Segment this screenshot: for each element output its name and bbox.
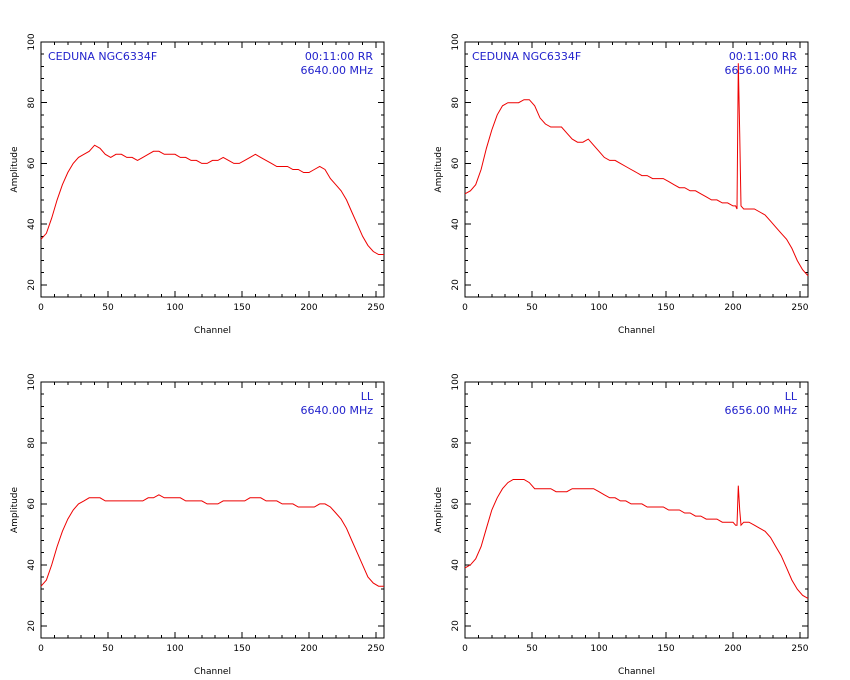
y-tick-label: 80 — [27, 437, 37, 449]
x-tick-label: 0 — [38, 644, 44, 654]
y-tick-label: 20 — [451, 620, 461, 632]
x-tick-label: 150 — [657, 303, 674, 313]
x-tick-label: 150 — [233, 644, 250, 654]
x-tick-label: 0 — [462, 303, 468, 313]
x-tick-label: 200 — [300, 303, 317, 313]
y-axis-label: Amplitude — [434, 486, 444, 533]
x-axis-label: Channel — [194, 326, 231, 336]
x-tick-label: 200 — [300, 644, 317, 654]
x-tick-label: 100 — [166, 644, 183, 654]
y-tick-label: 20 — [27, 620, 37, 632]
y-tick-label: 20 — [27, 279, 37, 291]
y-axis-label: Amplitude — [10, 146, 20, 193]
x-tick-label: 50 — [102, 303, 114, 313]
spectrum-line — [40, 494, 384, 587]
time-pol-annotation: 00:11:00 RR — [305, 50, 374, 63]
y-tick-label: 40 — [27, 559, 37, 571]
plot-frame — [40, 381, 385, 639]
frequency-annotation: 6640.00 MHz — [300, 404, 373, 417]
plot-frame — [464, 41, 809, 298]
x-tick-label: 50 — [526, 303, 538, 313]
y-tick-label: 80 — [27, 97, 37, 109]
x-tick-label: 250 — [367, 644, 384, 654]
y-tick-label: 40 — [27, 218, 37, 230]
x-tick-label: 50 — [102, 644, 114, 654]
x-tick-label: 200 — [724, 644, 741, 654]
time-pol-annotation: 00:11:00 RR — [729, 50, 798, 63]
frequency-annotation: 6656.00 MHz — [724, 404, 797, 417]
y-tick-label: 20 — [451, 279, 461, 291]
y-axis-label: Amplitude — [10, 486, 20, 533]
y-tick-label: 100 — [451, 33, 461, 50]
frequency-annotation: 6640.00 MHz — [300, 64, 373, 77]
source-annotation: CEDUNA NGC6334F — [48, 50, 157, 63]
spectrum-panel-2: 0 50 100 150 200 250 20 40 60 80 100 Channel Amplitu… — [434, 33, 809, 336]
y-tick-label: 80 — [451, 437, 461, 449]
spectrum-panel-4: 0 50 100 150 200 250 20 40 60 80 100 Channel Amplitu… — [434, 373, 809, 677]
x-tick-label: 250 — [791, 644, 808, 654]
y-tick-label: 40 — [451, 218, 461, 230]
y-tick-label: 60 — [27, 157, 37, 169]
y-tick-label: 40 — [451, 559, 461, 571]
x-axis-label: Channel — [618, 326, 655, 336]
x-axis-label: Channel — [194, 667, 231, 677]
x-tick-label: 250 — [791, 303, 808, 313]
y-tick-label: 60 — [451, 498, 461, 510]
spectrum-line — [464, 63, 809, 277]
x-tick-label: 100 — [590, 644, 607, 654]
y-tick-label: 60 — [27, 498, 37, 510]
y-tick-label: 100 — [27, 33, 37, 50]
spectrum-panel-3: 0 50 100 150 200 250 20 40 60 80 100 Channel Amplitu… — [10, 373, 385, 677]
time-pol-annotation: LL — [785, 390, 798, 403]
plot-frame — [464, 381, 809, 639]
x-tick-label: 250 — [367, 303, 384, 313]
time-pol-annotation: LL — [361, 390, 374, 403]
spectrum-line — [464, 479, 809, 599]
source-annotation: CEDUNA NGC6334F — [472, 50, 581, 63]
x-tick-label: 150 — [233, 303, 250, 313]
frequency-annotation: 6656.00 MHz — [724, 64, 797, 77]
x-axis-label: Channel — [618, 667, 655, 677]
x-tick-label: 150 — [657, 644, 674, 654]
spectrum-panel-1: 0 50 100 150 200 250 20 40 60 80 100 Channel Amplitu… — [10, 33, 385, 336]
x-tick-label: 0 — [462, 644, 468, 654]
x-tick-label: 200 — [724, 303, 741, 313]
x-tick-label: 100 — [590, 303, 607, 313]
x-tick-label: 0 — [38, 303, 44, 313]
y-tick-label: 60 — [451, 157, 461, 169]
y-tick-label: 80 — [451, 97, 461, 109]
x-tick-label: 100 — [166, 303, 183, 313]
y-tick-label: 100 — [451, 373, 461, 390]
spectrum-line — [40, 144, 384, 255]
x-tick-label: 50 — [526, 644, 538, 654]
y-tick-label: 100 — [27, 373, 37, 390]
y-axis-label: Amplitude — [434, 146, 444, 193]
plot-frame — [40, 41, 385, 298]
